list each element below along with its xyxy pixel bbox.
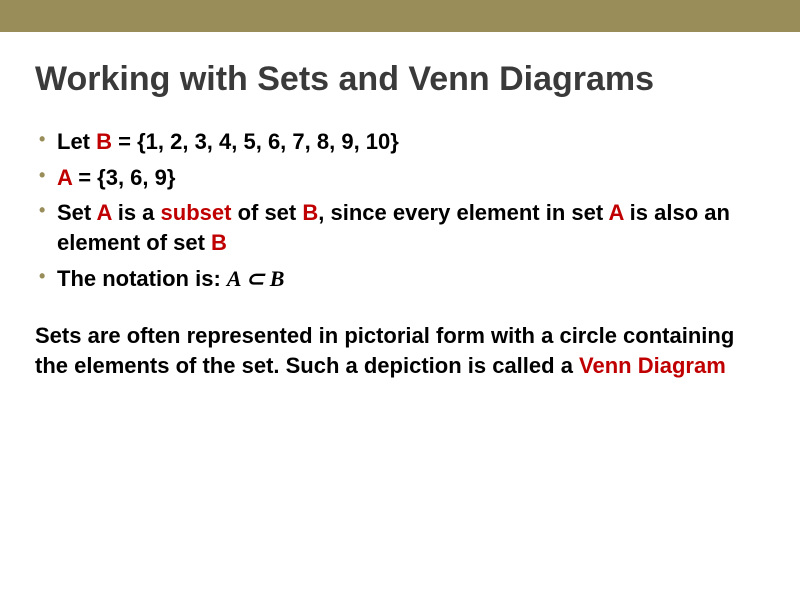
text: = {3, 6, 9} [72, 165, 175, 190]
set-b-ref: B [302, 200, 318, 225]
text: of set [231, 200, 302, 225]
set-a-ref-2: A [608, 200, 623, 225]
paragraph-venn: Sets are often represented in pictorial … [35, 321, 765, 380]
text: = {1, 2, 3, 4, 5, 6, 7, 8, 9, 10} [112, 129, 399, 154]
bullet-item-2: A = {3, 6, 9} [35, 163, 765, 193]
venn-diagram-term: Venn Diagram [579, 353, 726, 378]
slide-body: Let B = {1, 2, 3, 4, 5, 6, 7, 8, 9, 10} … [0, 127, 800, 381]
text: Set [57, 200, 97, 225]
top-accent-bar [0, 0, 800, 32]
subset-term: subset [161, 200, 232, 225]
text: , since every element in set [318, 200, 608, 225]
set-b-label: B [96, 129, 112, 154]
bullet-item-1: Let B = {1, 2, 3, 4, 5, 6, 7, 8, 9, 10} [35, 127, 765, 157]
bullet-item-3: Set A is a subset of set B, since every … [35, 198, 765, 257]
set-a-label: A [57, 165, 72, 190]
text: is a [112, 200, 161, 225]
set-b-ref-2: B [211, 230, 227, 255]
subset-notation: A ⊂ B [227, 266, 285, 291]
text: The notation is: [57, 266, 227, 291]
slide-title: Working with Sets and Venn Diagrams [0, 60, 800, 99]
set-a-ref: A [97, 200, 112, 225]
text: Let [57, 129, 96, 154]
bullet-list: Let B = {1, 2, 3, 4, 5, 6, 7, 8, 9, 10} … [35, 127, 765, 293]
bullet-item-4: The notation is: A ⊂ B [35, 264, 765, 294]
